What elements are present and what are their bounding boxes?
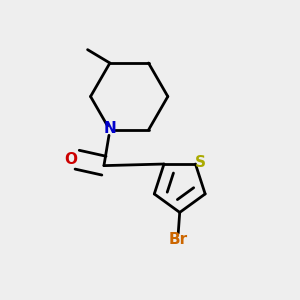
Text: Br: Br — [169, 232, 188, 247]
Text: O: O — [65, 152, 78, 167]
Text: S: S — [195, 155, 206, 170]
Text: N: N — [103, 121, 116, 136]
